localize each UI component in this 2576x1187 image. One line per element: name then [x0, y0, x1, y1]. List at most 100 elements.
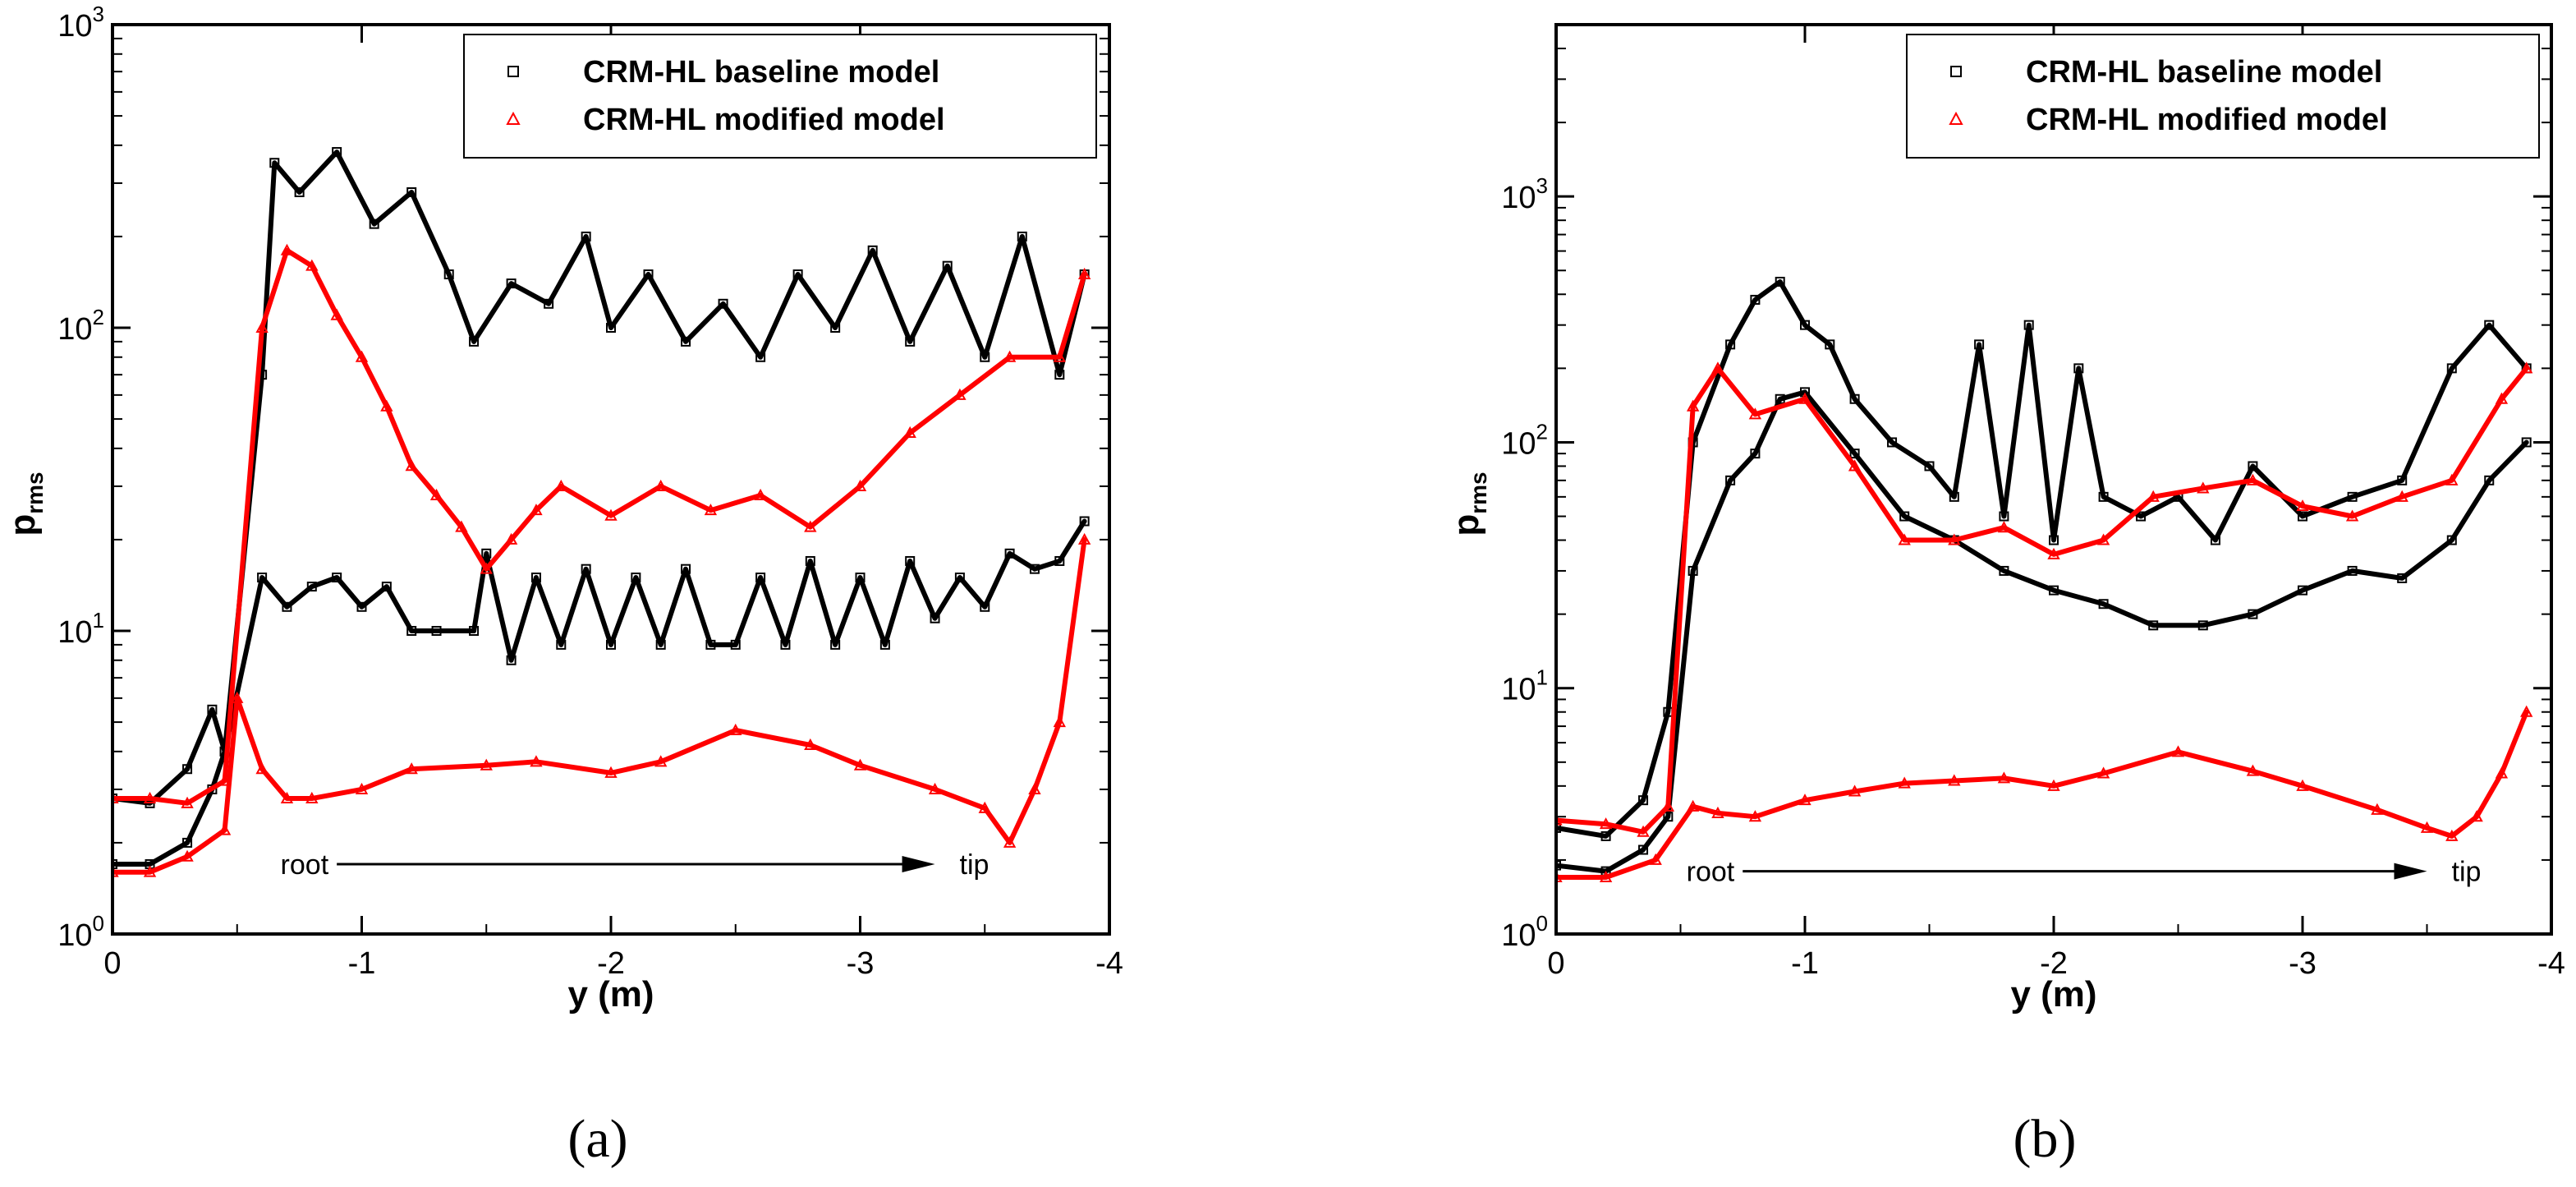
panel-a-legend-label: CRM-HL baseline model	[583, 55, 939, 90]
panel-b-series-2-point	[2047, 547, 2060, 559]
panel-a-series-1-point	[655, 639, 666, 650]
panel-a-series-3-point	[1003, 835, 1017, 848]
panel-b-x-tick-label: 0	[1547, 946, 1564, 981]
panel-b-legend-label: CRM-HL modified model	[2026, 103, 2388, 137]
panel-a-series-3-point	[1053, 715, 1066, 728]
panel-b-series-1-point	[2049, 585, 2059, 596]
panel-b-series-2-point	[2345, 509, 2359, 522]
panel-a-series-2-point	[1077, 267, 1091, 280]
panel-a-series-2-point	[604, 508, 618, 521]
panel-a-series-3-point	[218, 823, 232, 835]
panel-b-series-0-point	[1924, 461, 1935, 472]
panel-a-series-3-point	[305, 791, 319, 803]
panel-b-series-0-point	[1849, 393, 1860, 404]
panel-a-series-2-point	[143, 791, 157, 803]
panel-a-series-0-point	[755, 352, 766, 362]
panel-a-x-tick-label: -4	[1095, 946, 1123, 981]
panel-a-series-2-point	[380, 399, 393, 412]
panel-b-y-axis-title: prms	[1446, 472, 1491, 536]
panel-a-series-3-point	[654, 755, 668, 767]
panel-a-series-3-point	[255, 762, 269, 775]
panel-b-x-tick-label: -3	[2289, 946, 2317, 981]
panel-b-series-3-point	[2520, 705, 2533, 717]
panel-a-series-0-point	[643, 269, 654, 280]
panel-b-tip-label: tip	[2452, 857, 2482, 888]
panel-b-series-2	[1556, 366, 2529, 835]
panel-a-series-1-point	[112, 858, 117, 869]
panel-b-x-tick-label: -2	[2040, 946, 2068, 981]
panel-a-series-0-point	[1054, 370, 1065, 380]
panel-a-series-1-point	[855, 573, 866, 583]
panel-b-series-3-point	[1848, 784, 1862, 797]
panel-b-series-0-point	[1974, 339, 1985, 350]
panel-a-x-axis-title: y (m)	[567, 974, 654, 1014]
panel-a-series-2-point	[504, 532, 518, 545]
panel-b-series-0-point	[1556, 822, 1561, 833]
panel-a-series-3-point	[804, 738, 817, 751]
panel-a-series-0-point	[332, 147, 342, 158]
panel-b-series-2-point	[1637, 825, 1650, 837]
panel-a-series-1-point	[469, 626, 480, 636]
panel-b-series-1-point	[1687, 565, 1698, 576]
panel-b-series-2-point	[2197, 481, 2210, 494]
panel-a-series-1-point	[406, 626, 417, 636]
panel-b-series-3-point	[1948, 774, 1961, 786]
panel-b-series-2-point	[2147, 490, 2160, 502]
panel-a-series-2-point	[804, 520, 817, 532]
panel-b-series-3-point	[1599, 870, 1613, 883]
panel-b-series-0-point	[1638, 795, 1649, 806]
panel-b-series-0-point	[1725, 339, 1736, 350]
panel-a-series-1-point	[481, 548, 492, 559]
panel-a-series-1-point	[530, 573, 541, 583]
panel-b-x-tick-label: -1	[1791, 946, 1819, 981]
panel-a-series-2-point	[255, 320, 269, 333]
panel-b-series-3-point	[1686, 799, 1700, 812]
panel-a-y-axis-title: prms	[2, 472, 48, 536]
panel-a-series-0-point	[718, 298, 728, 309]
panel-a-series-1-point	[755, 573, 766, 583]
panel-a-series-3-point	[853, 758, 867, 771]
panel-a-series-1-point	[581, 564, 591, 574]
panel-b-series-3-point	[2445, 829, 2459, 841]
panel-a-y-tick-label: 103	[57, 2, 104, 44]
panel-a-series-0-point	[830, 323, 841, 333]
panel-a-series-1-point	[805, 555, 815, 566]
panel-b-series-0-point	[2298, 511, 2307, 522]
panel-a-series-1-point	[606, 639, 616, 650]
panel-b-series-1-point	[1800, 387, 1810, 398]
panel-a-series-3-point	[181, 849, 194, 862]
panel-b-series-1-point	[2446, 535, 2457, 545]
panel-a-series-2-point	[455, 520, 468, 532]
panel-a-series-2-point	[355, 350, 369, 362]
panel-a-series-1-point	[356, 601, 367, 612]
panel-b-series-1-point	[2148, 620, 2159, 631]
panel-a-series-3-point	[231, 691, 244, 703]
panel-a-series-1-point	[1029, 564, 1040, 574]
panel-a-series-2-point	[704, 504, 718, 516]
panel-a-label: (a)	[567, 1109, 627, 1169]
panel-a-series-1-point	[980, 601, 990, 612]
panel-a-series-3	[112, 536, 1087, 875]
panel-a-y-axis-title-main: p	[2, 514, 43, 536]
panel-a-series-3-point	[280, 791, 294, 803]
panel-b-series-0-point	[2098, 491, 2109, 502]
panel-b-series-0-point	[1750, 294, 1761, 305]
panel-a-y-tick-label: 101	[57, 608, 104, 650]
panel-b-series-2-point	[1599, 817, 1613, 830]
panel-a-series-2-point	[405, 459, 418, 472]
panel-b-series-1-point	[2248, 609, 2258, 619]
panel-a-series-3-point	[729, 723, 742, 735]
panel-a-series-2-point	[181, 796, 194, 808]
panel-b-series-1-point	[1999, 565, 2009, 576]
panel-a-series-2-point	[305, 259, 319, 271]
panel-a-series-0-point	[269, 158, 280, 168]
panel-a-legend-marker	[507, 66, 519, 77]
panel-a-series-1-point	[830, 639, 841, 650]
panel-b-series-0-point	[1775, 276, 1785, 287]
panel-b-series-0-point	[2397, 475, 2408, 485]
panel-b-series-0-point	[2136, 511, 2147, 522]
panel-b-root-tip-annotation: root tip	[1687, 857, 2482, 888]
panel-b-series-3-point	[1798, 794, 1811, 806]
panel-a-series-3-point	[143, 865, 157, 877]
panel-b-legend-box	[1906, 34, 2540, 159]
